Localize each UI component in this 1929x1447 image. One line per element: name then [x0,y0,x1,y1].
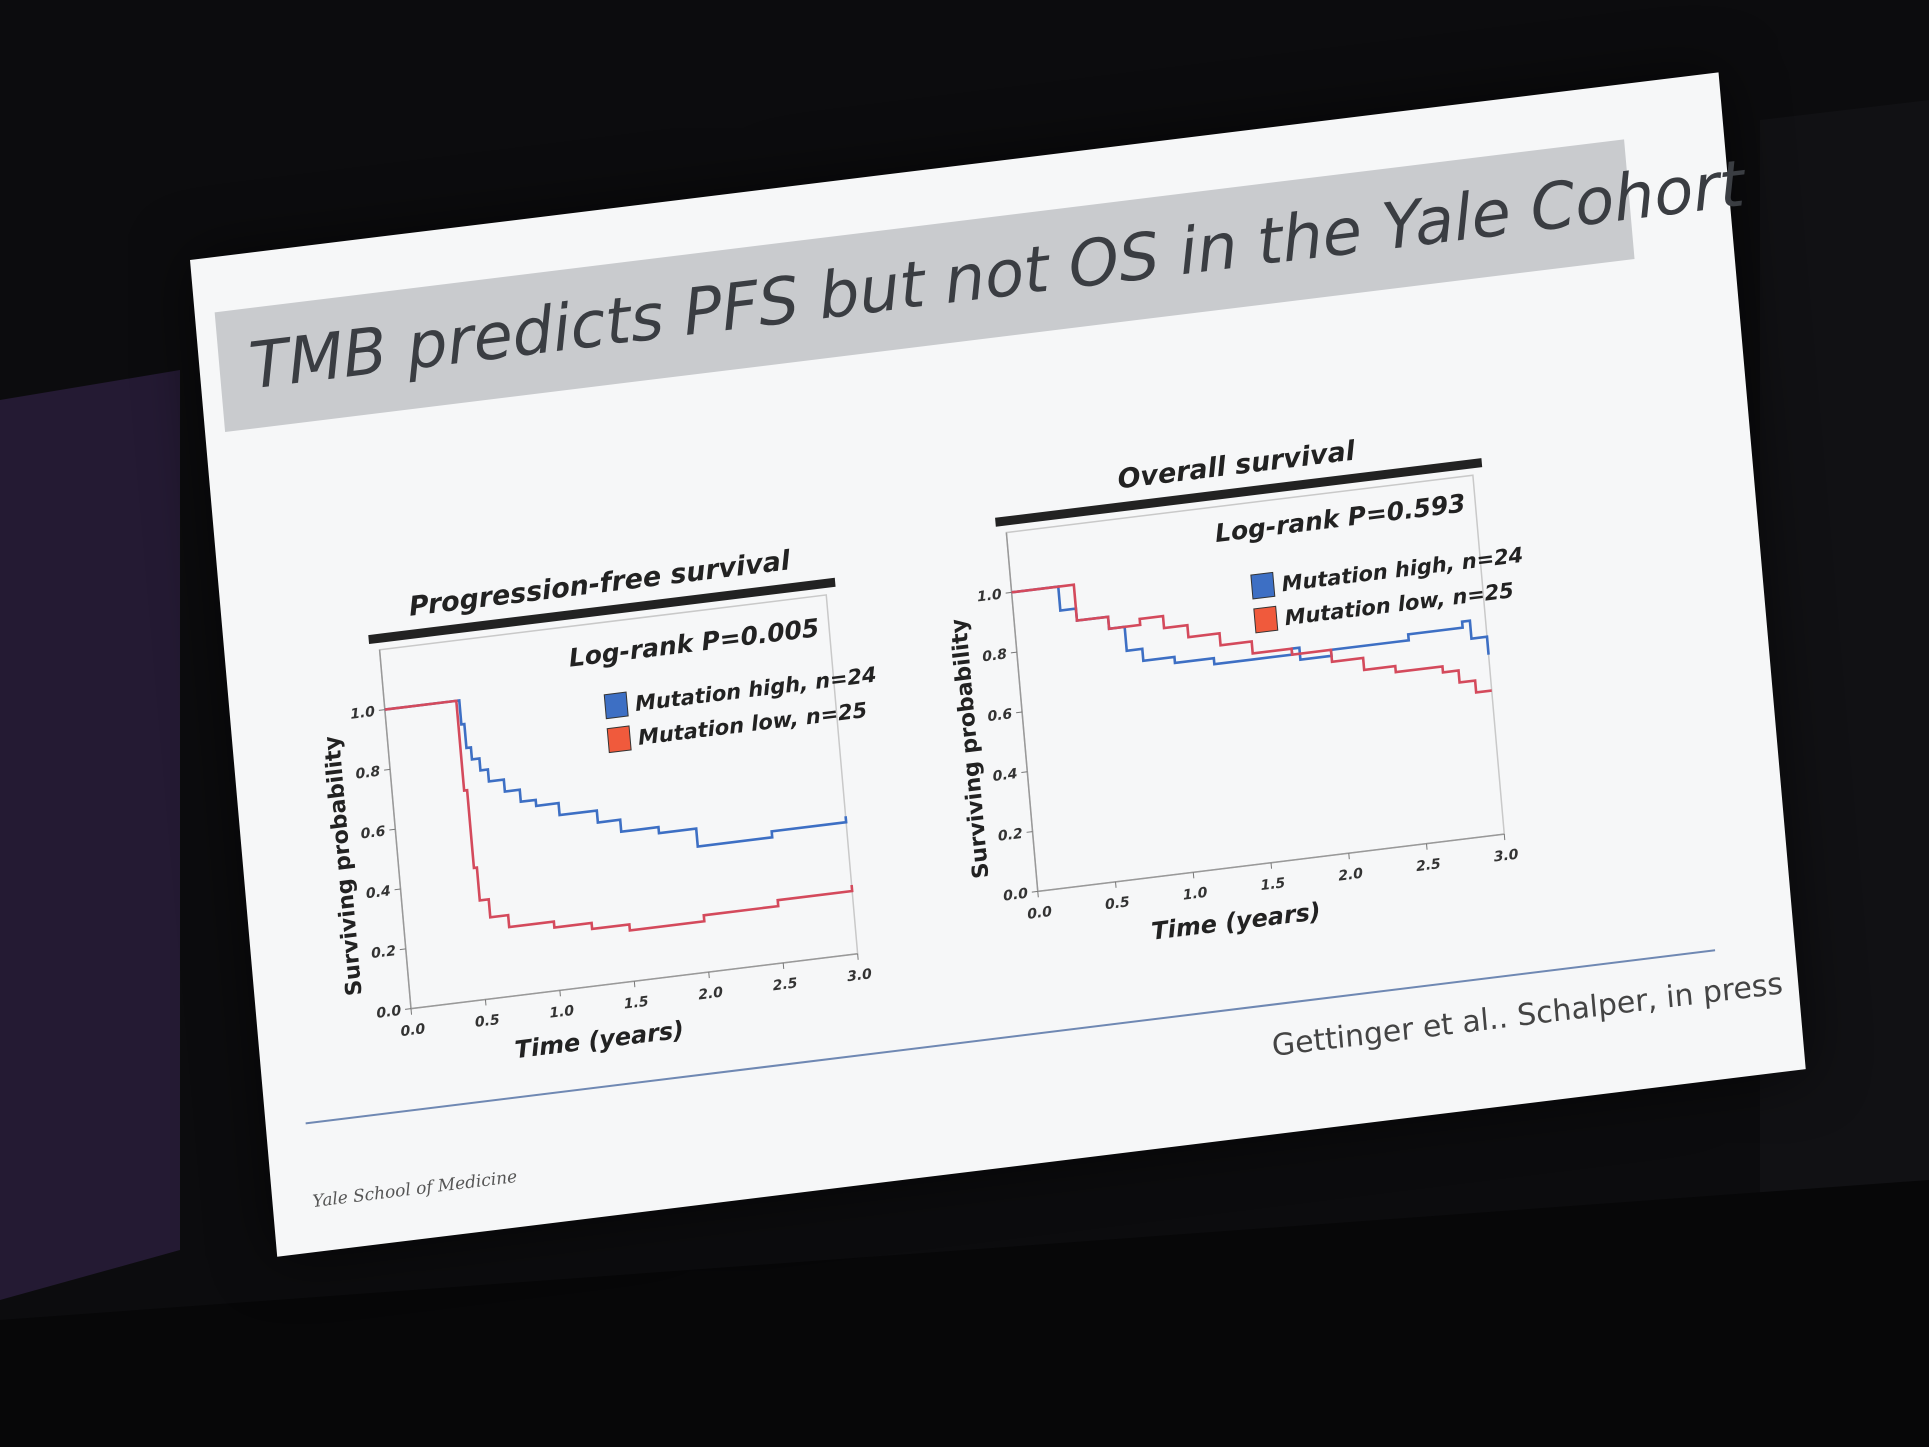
y-tick-label: 0.2 [997,826,1023,845]
x-tick-label: 0.5 [474,1012,500,1031]
x-tick-label: 3.0 [1493,847,1519,866]
y-tick-label: 0.0 [376,1003,402,1022]
x-tick-label: 2.0 [1338,866,1364,885]
y-tick-mark [1005,591,1012,594]
x-tick-mark [1348,853,1350,860]
y-tick-mark [378,709,385,711]
y-tick-label: 0.4 [992,766,1018,785]
y-tick-mark [399,948,406,951]
y-tick-label: 1.0 [350,704,376,723]
x-tick-label: 0.0 [1027,904,1053,923]
x-tick-label: 1.0 [549,1003,575,1022]
x-axis-label: Time (years) [1150,897,1322,946]
x-tick-label: 0.5 [1104,894,1130,913]
x-tick-label: 0.0 [400,1021,426,1040]
x-axis-label: Time (years) [514,1016,686,1065]
x-tick-mark [782,962,785,969]
logrank-pvalue: Log-rank P=0.593 [1214,488,1467,548]
panel-title-rule [368,577,836,645]
y-tick-mark [394,888,401,891]
legend-swatch [603,691,629,720]
x-tick-mark [1192,872,1195,879]
x-tick-mark [1037,891,1039,898]
legend-swatch [1250,571,1276,600]
panel-title-rule [995,458,1483,527]
y-tick-label: 1.0 [976,587,1002,606]
x-tick-mark [484,999,487,1006]
x-tick-label: 1.5 [623,994,649,1013]
y-tick-mark [1021,771,1028,774]
x-tick-label: 3.0 [847,966,873,985]
y-tick-mark [404,1008,412,1010]
x-tick-mark [708,972,710,979]
y-tick-mark [389,828,396,831]
y-tick-label: 0.8 [982,646,1008,665]
y-tick-mark [1026,831,1033,833]
x-tick-mark [1270,862,1273,869]
x-tick-mark [1426,843,1428,850]
y-tick-label: 0.4 [365,883,391,902]
y-tick-label: 0.0 [1003,886,1029,905]
y-tick-mark [1016,711,1023,714]
y-tick-mark [384,768,391,771]
institution-logo-text: Yale School of Medicine [311,1167,518,1213]
y-tick-label: 0.8 [355,764,381,783]
x-tick-label: 1.5 [1260,875,1286,894]
x-tick-mark [410,1008,413,1015]
x-tick-mark [1503,834,1506,841]
x-tick-mark [857,953,859,960]
x-tick-mark [633,981,636,988]
legend-swatch [1253,605,1279,634]
series-line-mutation-high [384,699,848,848]
x-tick-label: 2.5 [1415,856,1441,875]
x-tick-mark [559,990,561,997]
y-tick-mark [1010,651,1017,654]
y-tick-mark [1031,890,1038,893]
x-tick-mark [1115,881,1117,888]
y-tick-label: 0.6 [360,823,386,842]
x-tick-label: 1.0 [1182,885,1208,904]
series-line-mutation-low [1011,583,1492,694]
y-tick-label: 0.2 [371,943,397,962]
citation: Gettinger et al.. Schalper, in press [1270,966,1785,1064]
legend-swatch [606,725,632,754]
presentation-slide: TMB predicts PFS but not OS in the Yale … [190,72,1806,1257]
series-line-mutation-low [384,699,854,932]
x-tick-label: 2.5 [772,975,798,994]
x-tick-label: 2.0 [698,985,724,1004]
y-tick-label: 0.6 [987,706,1013,725]
